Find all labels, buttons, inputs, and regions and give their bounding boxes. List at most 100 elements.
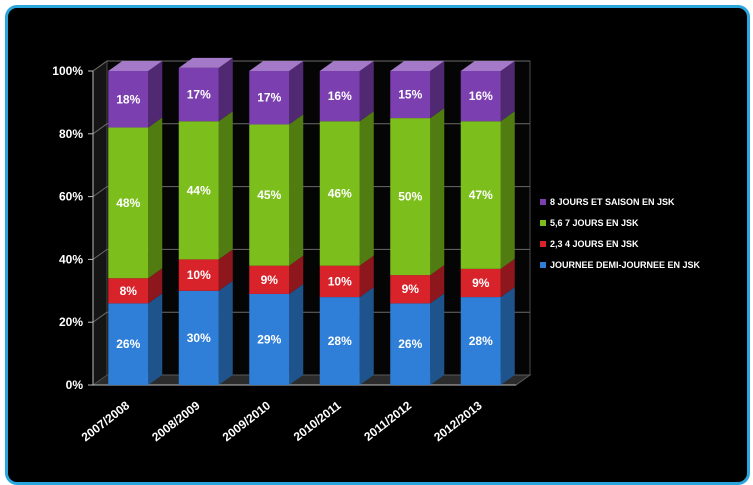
bar-segment <box>249 71 290 125</box>
gridline-depth <box>92 311 108 323</box>
bar-side <box>500 111 515 269</box>
bar-side <box>148 61 163 128</box>
x-tick-label: 2010/2011 <box>291 398 344 444</box>
bar-segment <box>249 265 290 294</box>
bar-segment <box>178 259 219 291</box>
bar-side <box>218 111 233 260</box>
bar-side <box>359 111 374 266</box>
bar-side <box>430 265 445 304</box>
legend-label: 5,6 7 JOURS EN JSK <box>550 218 639 228</box>
x-tick-label: 2007/2008 <box>79 398 133 444</box>
bar-side <box>500 61 515 122</box>
bar-side <box>289 283 304 385</box>
x-tick-label: 2012/2013 <box>431 398 485 444</box>
bar-segment <box>108 303 149 385</box>
y-tick-label: 40% <box>59 252 83 266</box>
data-label: 46% <box>328 186 352 200</box>
gridline-depth <box>92 248 108 260</box>
bar-segment <box>390 71 431 119</box>
bar-side <box>289 255 304 294</box>
data-label: 10% <box>187 268 211 282</box>
bar-segment <box>108 71 149 128</box>
bar-segment <box>178 290 219 385</box>
gridline-depth <box>92 186 108 198</box>
bar-side <box>359 61 374 122</box>
legend-swatch <box>540 262 546 268</box>
bar-segment <box>319 265 360 298</box>
bar-segment <box>460 71 501 122</box>
gridline-depth <box>92 123 108 135</box>
y-tick-label: 0% <box>66 378 84 392</box>
data-label: 29% <box>257 332 281 346</box>
bar-segment <box>319 297 360 385</box>
bar-side <box>148 268 163 304</box>
legend-swatch <box>540 199 546 205</box>
bar-side <box>430 293 445 385</box>
bar-side <box>430 61 445 119</box>
bar-segment <box>460 268 501 298</box>
data-label: 26% <box>116 337 140 351</box>
y-tick-label: 60% <box>59 190 83 204</box>
y-tick-label: 100% <box>52 64 83 78</box>
bar-segment <box>460 297 501 385</box>
bar-segment <box>249 124 290 266</box>
gridline-depth <box>92 60 108 72</box>
data-label: 10% <box>328 274 352 288</box>
bar-segment <box>390 275 431 304</box>
bar-side <box>218 280 233 385</box>
data-label: 47% <box>469 188 493 202</box>
bar-segment <box>178 121 219 260</box>
bar-top <box>108 61 163 71</box>
data-label: 30% <box>187 331 211 345</box>
data-label: 45% <box>257 188 281 202</box>
bar-side <box>289 114 304 266</box>
bar-side <box>500 287 515 385</box>
data-label: 28% <box>328 334 352 348</box>
data-label: 16% <box>328 89 352 103</box>
legend-swatch <box>540 241 546 247</box>
bar-side <box>359 255 374 298</box>
data-label: 50% <box>398 190 422 204</box>
x-tick-label: 2009/2010 <box>220 398 274 444</box>
bar-segment <box>319 71 360 122</box>
bar-segment <box>249 293 290 385</box>
bar-segment <box>319 121 360 266</box>
x-tick-label: 2008/2009 <box>149 398 203 444</box>
data-label: 15% <box>398 88 422 102</box>
data-label: 17% <box>257 91 281 105</box>
bar-side <box>148 117 163 279</box>
data-label: 8% <box>120 284 138 298</box>
bar-side <box>500 258 515 298</box>
stacked-bar-chart: 0% 20% 40% 60% 80% 100% 26% 8% 48% 18% 2007/2008 30… <box>52 57 701 444</box>
bar-side <box>148 293 163 385</box>
data-label: 28% <box>469 334 493 348</box>
bar-top <box>249 61 304 71</box>
data-label: 17% <box>187 88 211 102</box>
bar-segment <box>390 118 431 276</box>
y-tick-label: 20% <box>59 315 83 329</box>
plot-side-wall <box>92 60 108 386</box>
data-label: 9% <box>472 276 490 290</box>
data-label: 16% <box>469 89 493 103</box>
bar-segment <box>460 121 501 269</box>
legend-label: 2,3 4 JOURS EN JSK <box>550 239 639 249</box>
bar-segment <box>108 127 149 279</box>
bar-segment <box>390 303 431 385</box>
data-label: 48% <box>116 196 140 210</box>
x-tick-label: 2011/2012 <box>361 398 414 444</box>
bar-side <box>218 57 233 122</box>
legend-label: 8 JOURS ET SAISON EN JSK <box>550 197 675 207</box>
data-label: 9% <box>402 282 420 296</box>
data-label: 18% <box>116 92 140 106</box>
bar-top <box>460 61 515 71</box>
data-label: 26% <box>398 337 422 351</box>
bar-segment <box>178 67 219 122</box>
chart-frame: 0% 20% 40% 60% 80% 100% 26% 8% 48% 18% 2007/2008 30… <box>5 5 750 485</box>
y-tick-label: 80% <box>59 127 83 141</box>
bar-side <box>289 61 304 125</box>
bar-side <box>218 249 233 291</box>
bar-top <box>178 57 233 68</box>
data-label: 44% <box>187 183 211 197</box>
bar-side <box>430 108 445 276</box>
data-label: 9% <box>261 273 279 287</box>
